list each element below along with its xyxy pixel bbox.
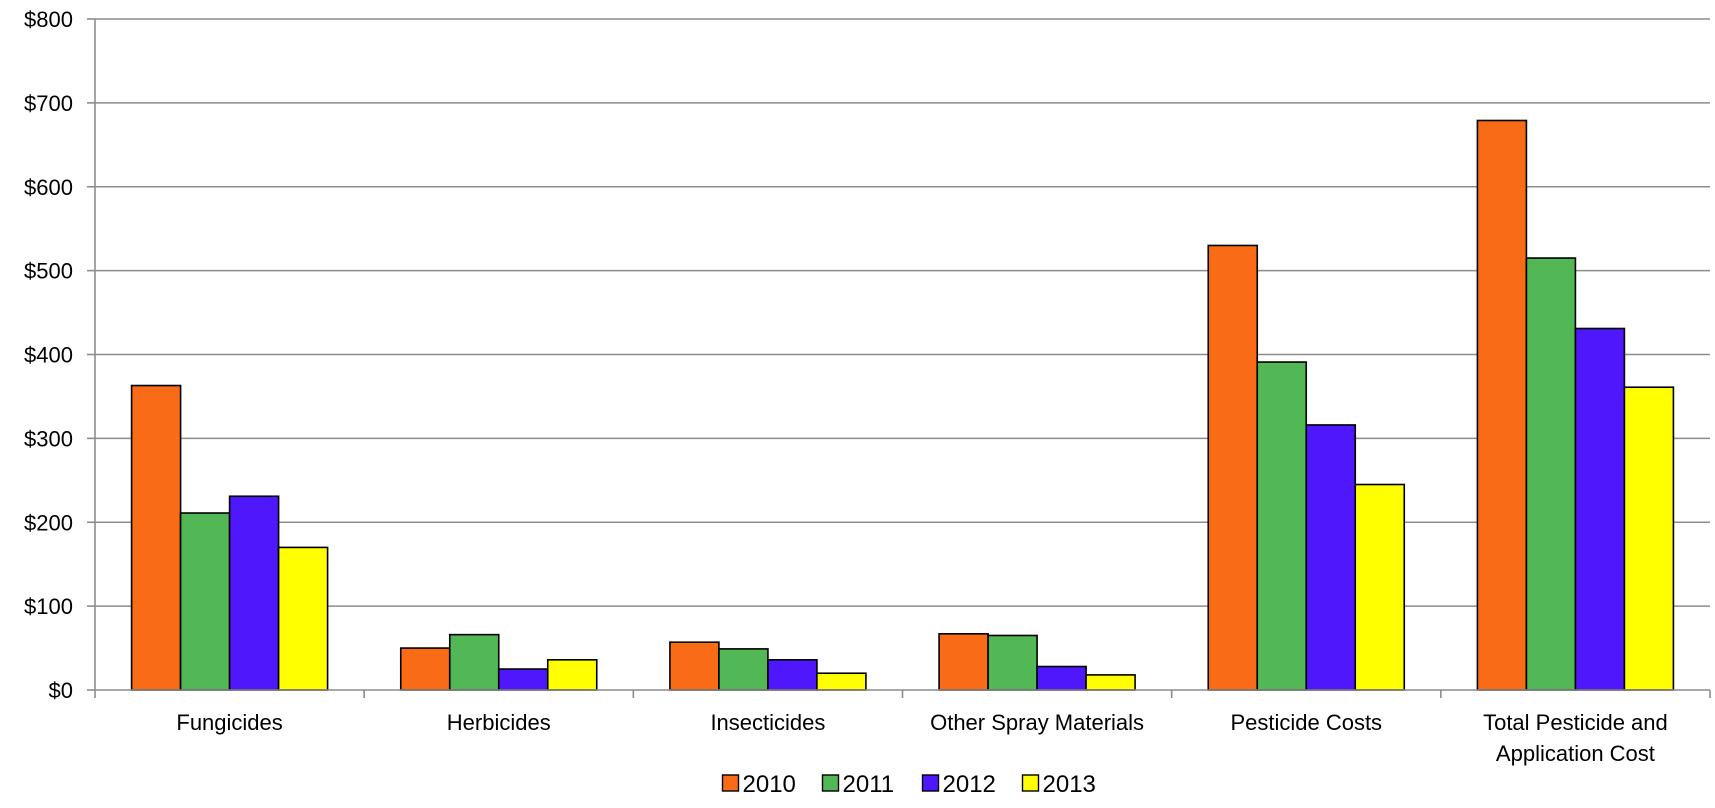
x-axis-tick-labels: Fungicides Herbicides Insecticides Other Sp… [176, 710, 1667, 766]
bar-2010-herbicides [399, 647, 451, 691]
legend-item-2012: 2012 [921, 771, 996, 798]
x-axis-tick-label: Pesticide Costs [1230, 710, 1382, 735]
y-axis-tick-label: $500 [24, 259, 73, 284]
bar-2010-insecticides [669, 641, 720, 691]
bar-2011-herbicides [448, 633, 500, 691]
y-axis-tick-label: $0 [49, 678, 73, 703]
bar-2012-pesticide-costs [1305, 424, 1357, 691]
legend-swatch [821, 774, 840, 792]
bar-2013-pesticide-costs [1354, 483, 1406, 691]
y-axis-tick-label: $700 [24, 91, 73, 116]
legend-item-2013: 2013 [1021, 771, 1096, 798]
bar-2012-insecticides [767, 659, 818, 691]
legend-swatch [721, 774, 740, 792]
y-axis-tick-label: $600 [24, 175, 73, 200]
bar-2010-fungicides [130, 384, 182, 691]
x-axis-tick-label: Fungicides [176, 710, 282, 735]
y-axis-tick-label: $300 [24, 426, 73, 451]
bar-2011-fungicides [179, 512, 231, 691]
gridlines [95, 18, 1710, 607]
legend-label: 2010 [743, 771, 796, 798]
legend-swatch [1021, 774, 1040, 792]
bar-2012-fungicides [228, 495, 280, 691]
bar-2012-other-spray-materials [1036, 665, 1087, 691]
y-axis-tick-labels: $0 $100 $200 $300 $400 $500 $600 $700 $800 [24, 7, 73, 703]
x-axis-tick-label: Total Pesticide and Application Cost [1483, 710, 1668, 766]
y-axis-tick-label: $400 [24, 343, 73, 368]
legend-item-2010: 2010 [721, 771, 796, 798]
legend-label: 2011 [843, 771, 895, 798]
bar-2010-other-spray-materials [938, 633, 989, 691]
legend: 2010 2011 2012 2013 [721, 771, 1096, 798]
legend-label: 2012 [943, 771, 996, 798]
bar-2013-insecticides [816, 672, 867, 691]
bar-2013-fungicides [277, 546, 329, 691]
bar-2013-other-spray-materials [1085, 674, 1136, 691]
y-axis-tick-label: $100 [24, 594, 73, 619]
x-axis-tick-label: Insecticides [710, 710, 825, 735]
bar-2012-herbicides [497, 668, 549, 691]
bar-2013-total-pesticide-and-application-cost [1623, 386, 1675, 691]
y-axis-tick-label: $200 [24, 510, 73, 535]
legend-item-2011: 2011 [821, 771, 895, 798]
axes [87, 18, 1711, 698]
bar-2011-pesticide-costs [1256, 361, 1308, 691]
bar-2010-pesticide-costs [1207, 244, 1259, 691]
bar-2011-total-pesticide-and-application-cost [1525, 257, 1577, 691]
legend-label: 2013 [1043, 771, 1096, 798]
x-axis-tick-label: Other Spray Materials [930, 710, 1144, 735]
bar-2013-herbicides [546, 659, 598, 691]
bars [130, 119, 1675, 691]
y-axis-tick-label: $800 [24, 7, 73, 32]
legend-swatch [921, 774, 940, 792]
bar-2011-other-spray-materials [987, 634, 1038, 691]
bar-2012-total-pesticide-and-application-cost [1574, 327, 1626, 691]
bar-2011-insecticides [718, 648, 769, 691]
x-axis-tick-label: Herbicides [447, 710, 551, 735]
bar-2010-total-pesticide-and-application-cost [1476, 119, 1528, 691]
